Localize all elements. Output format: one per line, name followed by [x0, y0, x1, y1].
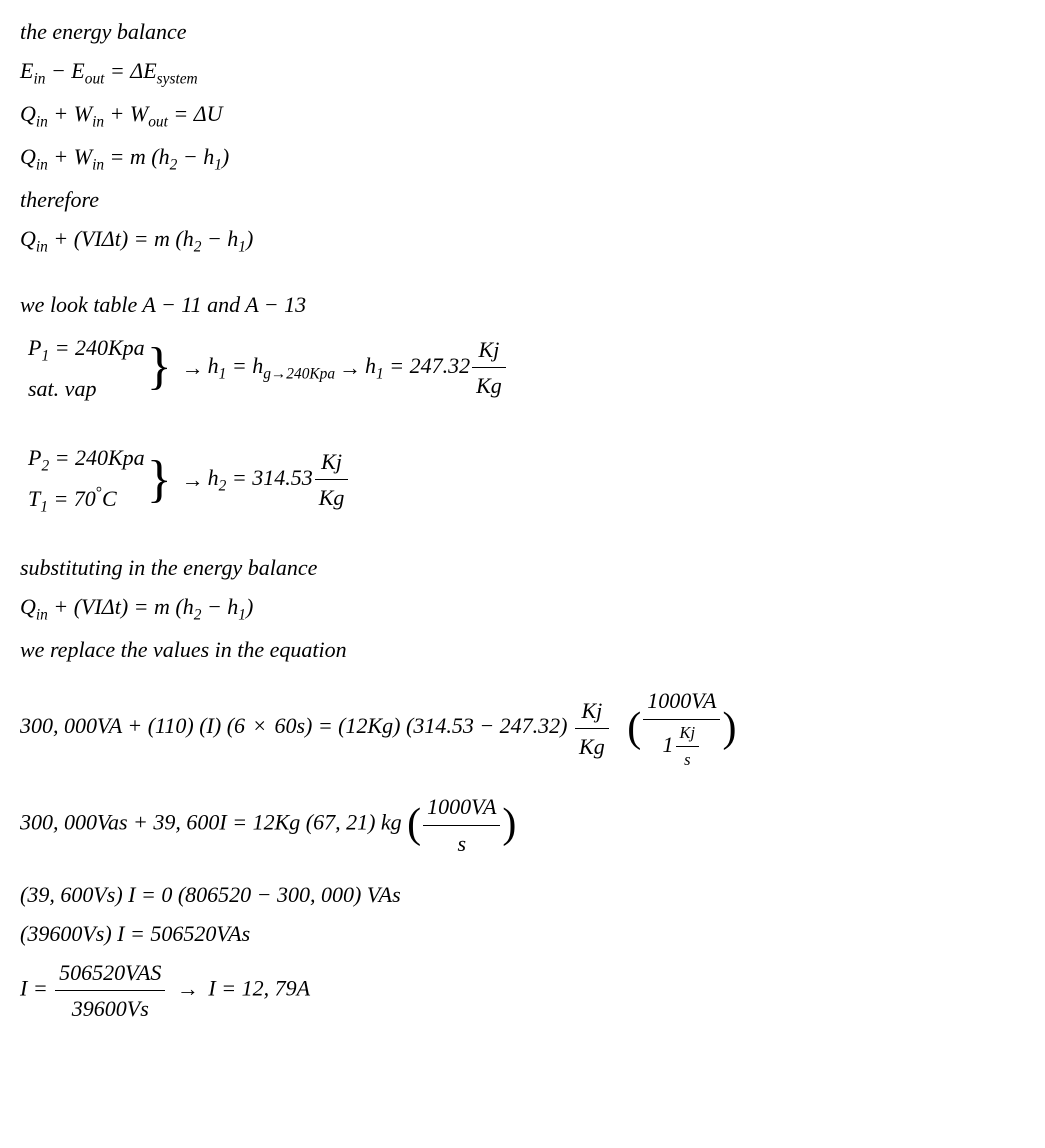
paren-convert: ( 1000VA 1Kjs ) [627, 683, 736, 773]
den: 1Kjs [643, 720, 720, 774]
sat-vap: sat. vap [20, 371, 145, 406]
paren: (h2 − h1) [175, 594, 253, 619]
line-e-in-out: Ein − Eout = ΔEsystem [20, 53, 1025, 92]
den: Kg [315, 480, 349, 515]
num: 1000VA [423, 789, 500, 825]
sub: in [92, 157, 104, 174]
part-a: 300, 000Vas + 39, 600I = 12Kg (67, 21) k… [20, 810, 407, 835]
paren: (h2 − h1) [175, 226, 253, 251]
arrow: → [182, 462, 204, 497]
line-q-vi: Qin + (VIΔt) = m (h2 − h1) [20, 221, 1025, 260]
line-replace-values: we replace the values in the equation [20, 632, 1025, 667]
var-m: m [130, 144, 146, 169]
den: Kg [472, 368, 506, 403]
sub-w1: in [92, 114, 104, 131]
brace-group-1: P1 = 240Kpa sat. vap } → h1 = hg→240Kpa … [20, 328, 1025, 408]
sub: in [36, 607, 48, 624]
part-b: 60s) = (12Kg) (314.53 − 247.32) [269, 713, 573, 738]
var-delta-e: ΔEsystem [130, 58, 197, 83]
equals: = [110, 144, 130, 169]
sub-qin: in [36, 114, 48, 131]
part-a: 300, 000VA + (110) (I) (6 [20, 713, 251, 738]
h1-val: h1 = 247.32 [365, 348, 470, 387]
line-q-w: Qin + Win + Wout = ΔU [20, 96, 1025, 135]
paren-convert-2: ( 1000VA s ) [407, 789, 516, 860]
line-numeric-1: 300, 000VA + (110) (I) (6 × 60s) = (12Kg… [20, 683, 1025, 773]
line-energy-balance-heading: the energy balance [20, 14, 1025, 49]
line-numeric-2: 300, 000Vas + 39, 600I = 12Kg (67, 21) k… [20, 789, 1025, 860]
var-w: W [74, 144, 92, 169]
times-icon: × [254, 713, 266, 738]
right-brace-2: } [147, 457, 172, 504]
plus2: + [110, 101, 130, 126]
num: 506520VAS [55, 955, 165, 991]
den: Kg [575, 729, 609, 764]
plus: + [53, 101, 73, 126]
equals: = [110, 58, 130, 83]
line-step-14: (39600Vs) I = 506520VAs [20, 916, 1025, 951]
var-q: Q [20, 144, 36, 169]
var-w2: W [130, 101, 148, 126]
h2-val: h2 = 314.53 [208, 460, 313, 499]
num: Kj [315, 444, 349, 480]
frac-kj-kg-1: Kj Kg [472, 332, 506, 403]
t1-line: T1 = 70°C [20, 481, 145, 520]
line-table-ref: we look table A − 11 and A − 13 [20, 287, 1025, 322]
plus: + ( [53, 594, 81, 619]
sub: in [36, 239, 48, 256]
den: 39600Vs [55, 991, 165, 1026]
var-q: Q [20, 226, 36, 251]
cp: ) = [121, 594, 154, 619]
frac-result: 506520VAS 39600Vs [55, 955, 165, 1026]
line-q-vi-repeat: Qin + (VIΔt) = m (h2 − h1) [20, 589, 1025, 628]
num: 1000VA [643, 683, 720, 719]
vi: VIΔt [81, 226, 121, 251]
var-e-in: Ein [20, 58, 45, 83]
frac-kj-kg-2: Kj Kg [315, 444, 349, 515]
right-brace-1: } [147, 344, 172, 391]
den: s [423, 826, 500, 861]
line-substituting: substituting in the energy balance [20, 550, 1025, 585]
frac-kj-kg: Kj Kg [575, 693, 609, 764]
minus: − [51, 58, 71, 83]
brace-content-1: P1 = 240Kpa sat. vap [20, 328, 145, 408]
num: Kj [575, 693, 609, 729]
var-e-out: Eout [71, 58, 104, 83]
num: Kj [472, 332, 506, 368]
arrow2: → [339, 350, 361, 385]
line-therefore: therefore [20, 182, 1025, 217]
sub: in [36, 157, 48, 174]
frac-convert: 1000VA 1Kjs [643, 683, 720, 773]
line-step-13: (39, 600Vs) I = 0 (806520 − 300, 000) VA… [20, 877, 1025, 912]
arrow: → [177, 976, 199, 1001]
vi: VIΔt [81, 594, 121, 619]
line-result: I = 506520VAS 39600Vs → I = 12, 79A [20, 955, 1025, 1026]
brace-group-2: P2 = 240Kpa T1 = 70°C } → h2 = 314.53 Kj… [20, 438, 1025, 522]
cp: ) = [121, 226, 154, 251]
var-m: m [154, 594, 170, 619]
space [616, 713, 622, 738]
plus: + [53, 144, 73, 169]
sub-w2: out [148, 114, 168, 131]
arrow: → [182, 350, 204, 385]
var-m: m [154, 226, 170, 251]
h1-eq: h1 = hg→240Kpa [208, 348, 335, 387]
brace-content-2: P2 = 240Kpa T1 = 70°C [20, 438, 145, 522]
paren: (h2 − h1) [151, 144, 229, 169]
equals: = [173, 101, 193, 126]
p1-line: P1 = 240Kpa [20, 330, 145, 369]
var-w1: W [74, 101, 92, 126]
final: I = 12, 79A [208, 976, 310, 1001]
p2-line: P2 = 240Kpa [20, 440, 145, 479]
var-q: Q [20, 594, 36, 619]
plus: + ( [53, 226, 81, 251]
var-q: Q [20, 101, 36, 126]
var-du: ΔU [194, 101, 223, 126]
frac: 1000VA s [423, 789, 500, 860]
line-q-w-m: Qin + Win = m (h2 − h1) [20, 139, 1025, 178]
i-eq: I = [20, 976, 53, 1001]
